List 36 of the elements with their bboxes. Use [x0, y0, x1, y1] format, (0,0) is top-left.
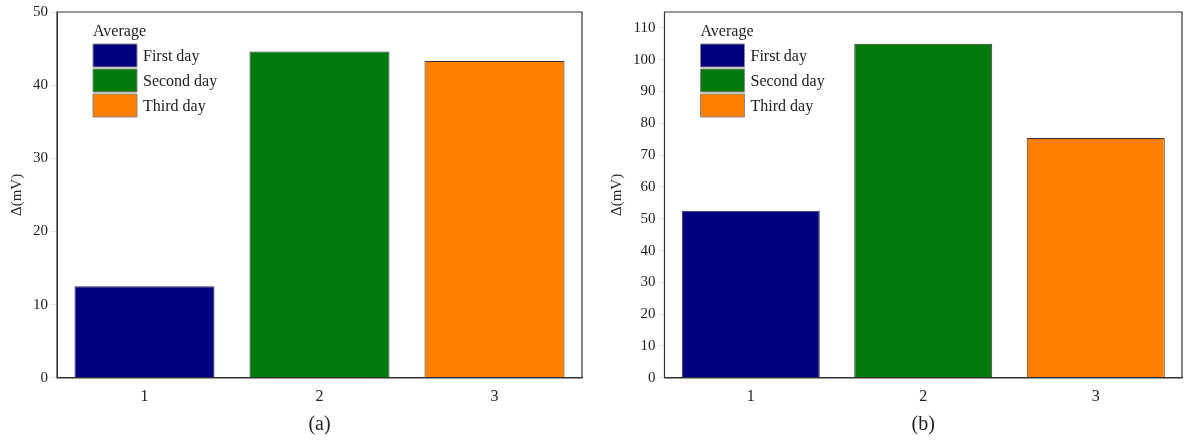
y-tick-label: 0	[648, 368, 656, 385]
x-tick-label: 1	[140, 386, 149, 404]
y-tick-label: 60	[640, 177, 656, 194]
x-tick-label: 2	[315, 386, 324, 404]
y-tick-label: 50	[640, 209, 656, 226]
y-tick-label: 20	[33, 222, 48, 239]
legend-label: First day	[750, 46, 807, 65]
legend-label: First day	[143, 46, 200, 65]
y-tick-label: 90	[640, 82, 656, 99]
x-tick-label: 3	[1091, 386, 1100, 404]
y-tick-label: 10	[33, 295, 48, 312]
legend-label: Third day	[750, 96, 814, 115]
y-tick-label: 100	[633, 50, 656, 67]
y-axis-title: Δ(mV)	[607, 173, 625, 216]
x-axis-title: (a)	[308, 412, 331, 436]
y-tick-label: 110	[633, 18, 656, 35]
x-tick-label: 1	[746, 386, 755, 404]
legend-title: Average	[700, 22, 754, 41]
y-axis-title: Δ(mV)	[7, 173, 25, 216]
y-tick-label: 80	[640, 114, 656, 131]
x-tick-label: 3	[490, 386, 499, 404]
x-tick-label: 2	[919, 386, 928, 404]
y-tick-label: 50	[33, 2, 48, 19]
y-tick-label: 30	[33, 149, 48, 166]
legend-label: Second day	[143, 71, 218, 90]
y-tick-label: 40	[33, 76, 48, 93]
legend-title: Average	[93, 22, 146, 41]
x-axis-title: (b)	[911, 412, 935, 436]
y-tick-label: 30	[640, 273, 656, 290]
y-tick-label: 0	[40, 368, 48, 385]
y-tick-label: 10	[640, 336, 656, 353]
legend-label: Second day	[750, 71, 825, 90]
y-tick-label: 20	[640, 305, 656, 322]
y-tick-label: 40	[640, 241, 656, 258]
y-tick-label: 70	[640, 146, 656, 163]
legend-label: Third day	[143, 96, 206, 115]
